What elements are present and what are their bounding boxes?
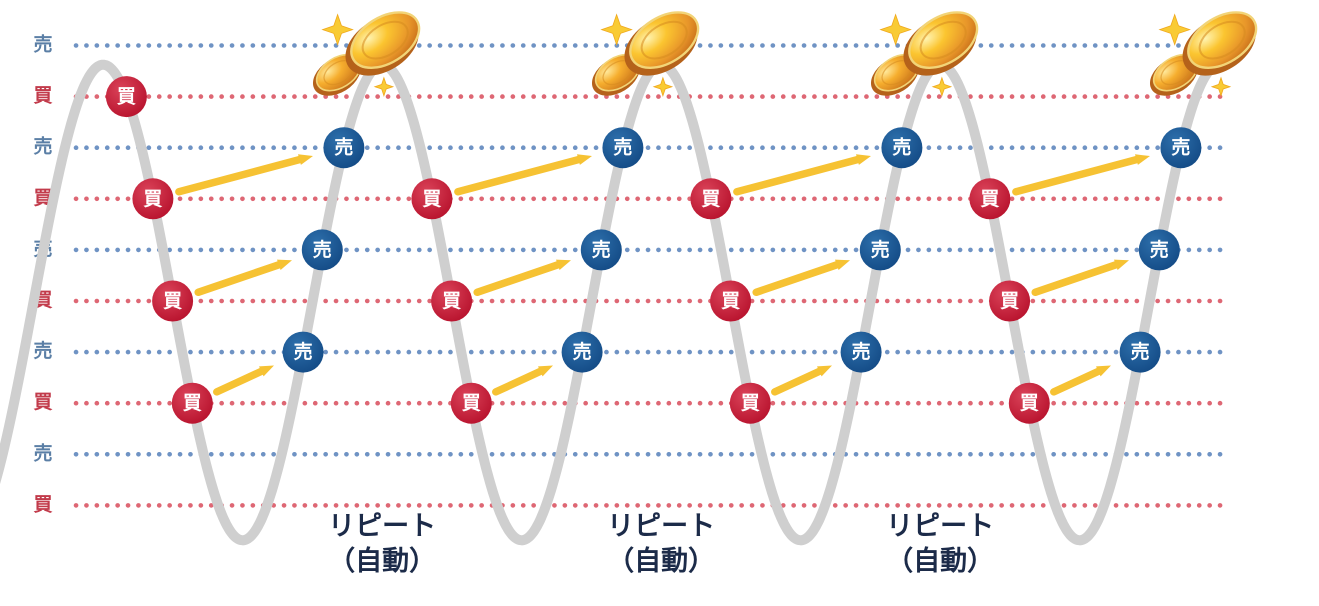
svg-text:売: 売 — [1171, 136, 1190, 159]
svg-text:売: 売 — [33, 135, 52, 158]
svg-text:（自動）: （自動） — [328, 545, 436, 576]
svg-text:売: 売 — [334, 136, 353, 159]
svg-text:買: 買 — [183, 392, 202, 414]
svg-text:売: 売 — [33, 441, 52, 464]
svg-text:リピート: リピート — [607, 511, 715, 541]
svg-text:売: 売 — [871, 238, 890, 261]
svg-text:売: 売 — [613, 136, 632, 159]
svg-text:リピート: リピート — [886, 511, 994, 541]
svg-text:買: 買 — [462, 392, 481, 414]
svg-text:買: 買 — [33, 85, 52, 107]
svg-text:買: 買 — [721, 290, 740, 312]
svg-text:売: 売 — [1150, 238, 1169, 261]
svg-text:買: 買 — [1020, 392, 1039, 414]
svg-text:買: 買 — [980, 188, 999, 210]
svg-text:売: 売 — [592, 238, 611, 261]
svg-text:売: 売 — [313, 238, 332, 261]
svg-text:買: 買 — [163, 290, 182, 312]
svg-text:買: 買 — [741, 392, 760, 414]
svg-text:買: 買 — [143, 188, 162, 210]
svg-text:売: 売 — [33, 33, 52, 56]
svg-text:売: 売 — [33, 339, 52, 362]
svg-text:買: 買 — [701, 188, 720, 210]
svg-text:買: 買 — [33, 493, 52, 515]
svg-text:売: 売 — [892, 136, 911, 159]
svg-text:売: 売 — [852, 340, 871, 363]
svg-text:買: 買 — [442, 290, 461, 312]
svg-text:リピート: リピート — [328, 511, 436, 541]
svg-text:（自動）: （自動） — [607, 545, 715, 576]
svg-text:売: 売 — [1131, 340, 1150, 363]
svg-text:売: 売 — [573, 340, 592, 363]
svg-text:売: 売 — [294, 340, 313, 363]
svg-text:（自動）: （自動） — [886, 545, 994, 576]
svg-text:買: 買 — [117, 86, 136, 108]
svg-text:買: 買 — [1000, 290, 1019, 312]
svg-text:買: 買 — [33, 391, 52, 413]
svg-text:買: 買 — [422, 188, 441, 210]
